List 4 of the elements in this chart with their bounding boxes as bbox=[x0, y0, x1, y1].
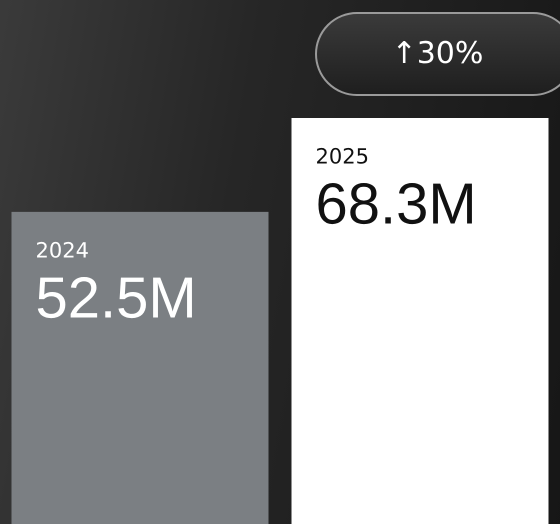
data-label: 52.5M bbox=[36, 265, 197, 330]
x-tick-label: 2025 bbox=[316, 144, 369, 168]
data-label: 68.3M bbox=[316, 172, 477, 236]
x-tick-label: 2024 bbox=[36, 238, 89, 262]
